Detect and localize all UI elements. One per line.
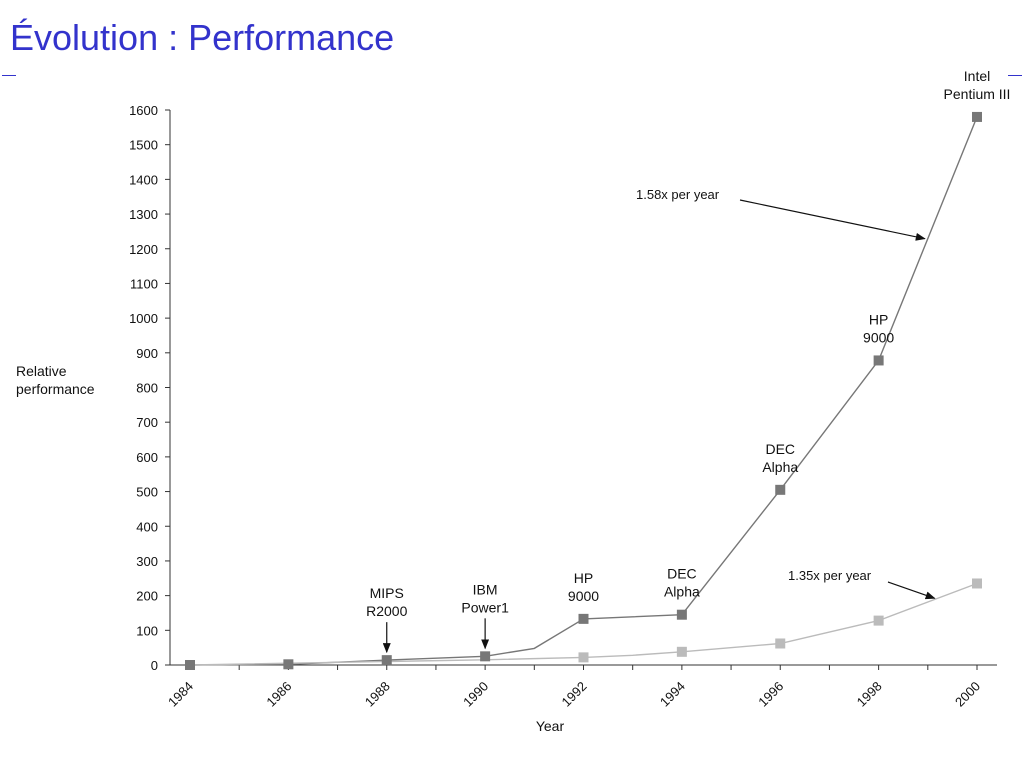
processor-label: IBM [473, 581, 498, 597]
y-tick-label: 100 [136, 623, 158, 638]
processor-label: 9000 [863, 329, 894, 345]
series-0-point [480, 651, 491, 662]
x-tick-label: 1994 [657, 679, 688, 710]
growth-rate-label: 1.35x per year [788, 568, 872, 583]
processor-label: DEC [667, 566, 697, 582]
y-tick-label: 600 [136, 450, 158, 465]
series-0-point [283, 659, 294, 670]
y-tick-label: 1300 [129, 207, 158, 222]
x-tick-label: 1988 [362, 679, 393, 710]
series-1-point [972, 578, 982, 589]
y-tick-label: 1100 [130, 276, 158, 291]
y-tick-label: 1000 [129, 311, 158, 326]
y-tick-label: 500 [136, 485, 158, 500]
title-rule-right [1008, 75, 1022, 76]
processor-label: MIPS [370, 585, 404, 601]
x-tick-label: 1996 [755, 679, 786, 710]
processor-label: HP [574, 570, 593, 586]
x-tick-label: 1992 [559, 679, 590, 710]
series-0-point [873, 355, 884, 366]
series-0-point [972, 111, 982, 122]
series-0-point [578, 613, 589, 624]
x-axis-title: Year [536, 718, 565, 734]
series-0-point [381, 655, 392, 666]
processor-label: 9000 [568, 588, 599, 604]
y-tick-label: 700 [136, 415, 158, 430]
series-0-point [775, 484, 786, 495]
processor-label: Alpha [664, 584, 700, 600]
y-tick-label: 1600 [129, 103, 158, 118]
processor-label: Power1 [461, 599, 509, 615]
y-tick-label: 300 [136, 554, 158, 569]
title-rule-left [2, 75, 16, 76]
series-0-point [676, 609, 687, 620]
y-tick-label: 800 [136, 381, 158, 396]
growth-rate-label: 1.58x per year [636, 187, 720, 202]
series-1-point [676, 646, 687, 657]
series-1-point [873, 615, 884, 626]
processor-label: HP [869, 311, 888, 327]
y-tick-label: 1500 [129, 138, 158, 153]
processor-label: Intel [964, 68, 990, 84]
processor-label: Alpha [762, 459, 798, 475]
series-1-line [189, 582, 978, 666]
processor-label: Pentium III [944, 86, 1011, 102]
series-1-point [578, 652, 589, 663]
y-tick-label: 1400 [129, 172, 158, 187]
processor-label: DEC [765, 441, 795, 457]
series-1-point [775, 638, 786, 649]
x-tick-label: 1984 [165, 679, 196, 710]
x-tick-label: 1998 [854, 679, 885, 710]
y-tick-label: 1200 [129, 242, 158, 257]
x-tick-label: 1986 [263, 679, 294, 710]
y-tick-label: 0 [151, 658, 158, 673]
growth-rate-arrow [887, 581, 936, 600]
y-tick-label: 200 [136, 589, 158, 604]
processor-label: R2000 [366, 603, 407, 619]
slide-title: Évolution : Performance [10, 17, 395, 58]
y-tick-label: 400 [136, 519, 158, 534]
y-axis-title: performance [16, 381, 95, 397]
y-axis-title: Relative [16, 363, 67, 379]
x-tick-label: 1990 [460, 679, 491, 710]
growth-rate-arrow [739, 199, 926, 241]
y-tick-label: 900 [136, 346, 158, 361]
series-0-point [185, 660, 195, 670]
x-tick-label: 2000 [952, 679, 983, 710]
